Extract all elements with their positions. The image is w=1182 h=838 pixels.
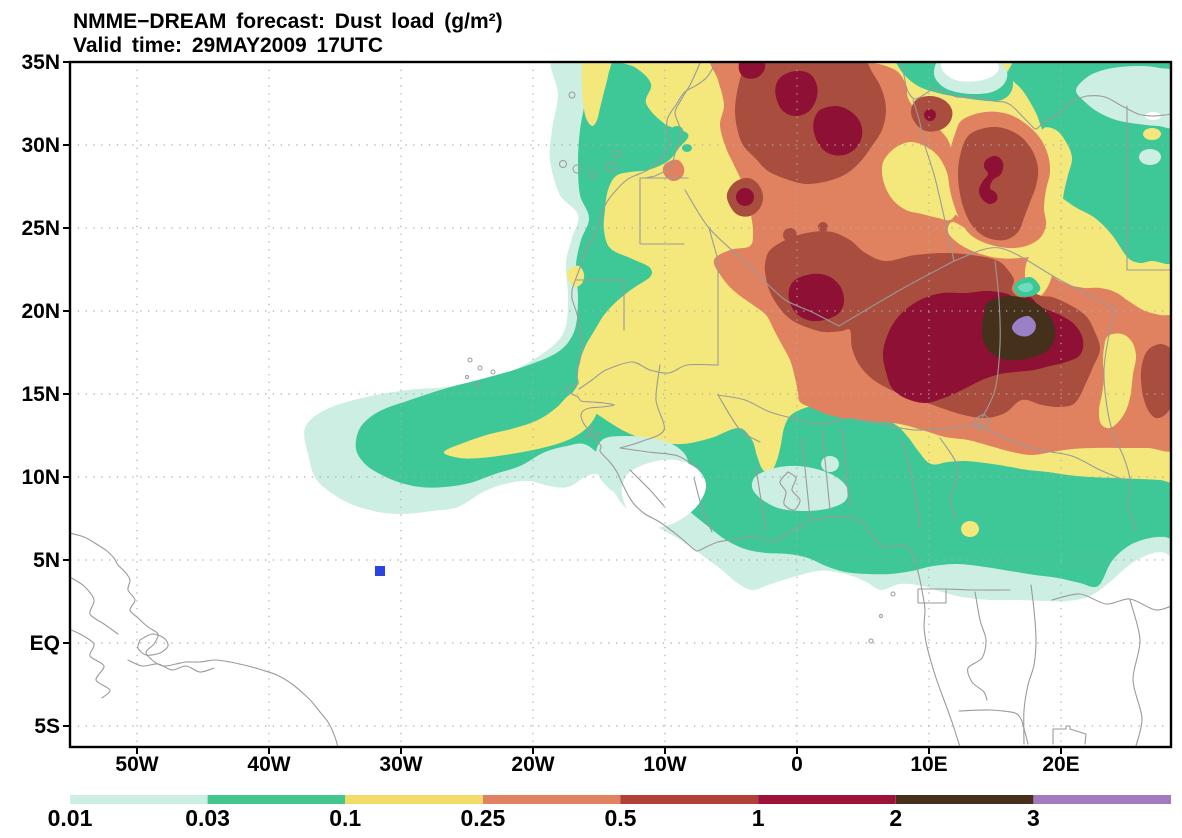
svg-text:2: 2	[889, 805, 902, 831]
svg-text:0.01: 0.01	[48, 805, 93, 831]
svg-text:40W: 40W	[247, 753, 290, 776]
svg-text:30W: 30W	[379, 753, 422, 776]
svg-text:0.1: 0.1	[329, 805, 361, 831]
svg-text:0.5: 0.5	[605, 805, 637, 831]
svg-text:5S: 5S	[34, 715, 60, 738]
svg-text:50W: 50W	[115, 753, 158, 776]
svg-text:25N: 25N	[21, 217, 60, 240]
svg-text:0: 0	[791, 753, 803, 776]
svg-text:1: 1	[752, 805, 765, 831]
svg-text:EQ: EQ	[30, 632, 60, 655]
svg-text:Valid time: 29MAY2009 17UTC: Valid time: 29MAY2009 17UTC	[73, 34, 383, 57]
svg-text:20N: 20N	[21, 300, 60, 323]
svg-text:0.03: 0.03	[185, 805, 230, 831]
svg-text:3: 3	[1027, 805, 1040, 831]
svg-text:30N: 30N	[21, 134, 60, 157]
svg-text:10E: 10E	[910, 753, 947, 776]
svg-text:0.25: 0.25	[461, 805, 506, 831]
svg-text:10W: 10W	[643, 753, 686, 776]
svg-text:35N: 35N	[21, 51, 60, 74]
svg-text:20E: 20E	[1042, 753, 1079, 776]
svg-text:5N: 5N	[33, 549, 60, 572]
svg-text:15N: 15N	[21, 383, 60, 406]
svg-text:20W: 20W	[511, 753, 554, 776]
svg-text:10N: 10N	[21, 466, 60, 489]
svg-text:NMME−DREAM forecast: Dust load: NMME−DREAM forecast: Dust load (g/m²)	[73, 10, 503, 33]
